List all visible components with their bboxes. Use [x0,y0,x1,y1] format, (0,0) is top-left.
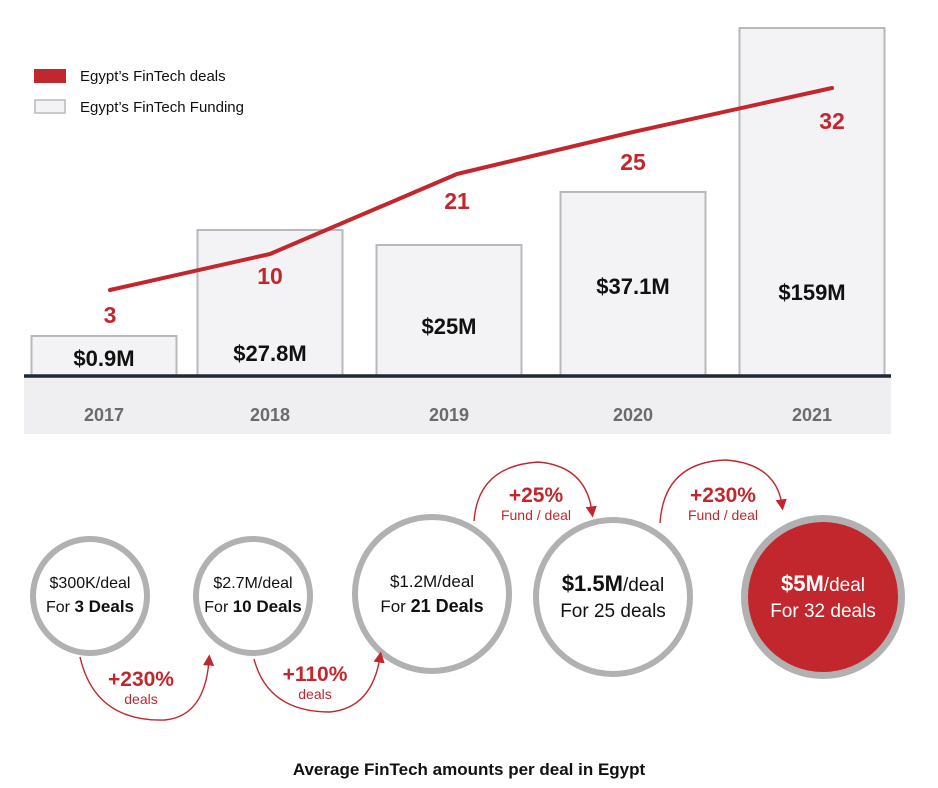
bubble-unit: /deal [437,571,475,591]
growth-annotation: +230% deals [81,668,201,708]
bubble-deals: 10 Deals [232,597,302,616]
bubble-deals: 25 deals [593,601,666,622]
avg-deal-bubble: $1.5M/deal For 25 deals [533,517,693,677]
bubble-unit: /deal [823,575,865,596]
growth-annotation: +230% Fund / deal [663,484,783,524]
bubble-deals: 3 Deals [74,597,134,616]
deals-value-label: 10 [257,263,283,289]
per-deal-title: Average FinTech amounts per deal in Egyp… [292,760,646,779]
year-tick-label: 2017 [84,405,124,425]
growth-annotation: +25% Fund / deal [476,484,596,524]
growth-label: deals [298,686,332,702]
deals-value-label: 21 [444,188,470,214]
year-tick-label: 2019 [429,405,469,425]
funding-bar [738,27,886,377]
growth-value: +25% [508,484,564,507]
bubble-deals-line: For 10 Deals [204,597,301,617]
growth-value: +230% [108,668,174,691]
bubble-amount: $5M [781,571,824,596]
bubble-amount: $1.2M [389,571,438,591]
bubble-deals: 21 Deals [410,595,484,616]
funding-bar [559,191,707,377]
deals-value-label: 3 [104,302,117,328]
bubble-amount-line: $2.7M/deal [213,575,292,593]
funding-value-label: $0.9M [73,346,134,371]
year-tick-label: 2018 [250,405,290,425]
bubble-amount: $1.5M [561,571,623,596]
bubble-unit: /deal [622,575,665,596]
funding-value-label: $27.8M [233,341,306,366]
avg-deal-bubble: $1.2M/deal For 21 Deals [352,514,512,674]
deals-value-label: 32 [819,108,845,134]
avg-deal-bubble: $300K/deal For 3 Deals [30,536,150,656]
bubble-deals-line: For 25 deals [560,601,666,623]
growth-value: +110% [282,663,348,686]
bubble-amount: $2.7M [213,575,258,592]
legend-label-funding: Egypt’s FinTech Funding [80,99,244,116]
bubble-deals-prefix: For [380,596,411,616]
growth-label: Fund / deal [500,507,572,523]
growth-label: deals [124,691,158,707]
year-tick-label: 2020 [613,405,653,425]
bubble-amount: $300K [49,575,96,592]
bubble-deals-line: For 32 deals [770,601,876,623]
funding-bar [30,335,178,377]
bubble-deals: 32 deals [803,601,876,622]
bubble-deals-prefix: For [770,601,804,622]
bubble-deals-prefix: For [46,599,75,616]
growth-label: Fund / deal [687,507,759,523]
deals-line [108,86,834,292]
funding-value-label: $25M [421,314,476,339]
avg-deal-bubble: $2.7M/deal For 10 Deals [193,536,313,656]
funding-bar [375,244,523,377]
avg-deal-bubble: $5M/deal For 32 deals [741,515,905,679]
bubble-deals-line: For 21 Deals [380,596,483,617]
bubble-amount-line: $5M/deal [781,571,865,597]
growth-annotation: +110% deals [255,663,375,703]
funding-value-label: $159M [778,280,845,305]
year-axis-band [24,376,891,434]
legend-label-deals: Egypt’s FinTech deals [80,68,226,85]
year-tick-label: 2021 [792,405,832,425]
bubble-amount-line: $1.2M/deal [390,572,474,592]
bubble-unit: /deal [257,575,293,592]
legend-swatch-funding [34,99,66,114]
legend-swatch-deals [34,69,66,83]
bubble-amount-line: $300K/deal [50,575,131,593]
funding-deals-chart: $0.9M $27.8M $25M $37.1M $159M 2017 2018 2019 20… [24,27,891,434]
bubble-deals-prefix: For [560,601,594,622]
bubble-deals-line: For 3 Deals [46,597,134,617]
growth-value: +230% [690,484,756,507]
bubble-amount-line: $1.5M/deal [562,571,664,597]
bubble-deals-prefix: For [204,599,233,616]
bubble-unit: /deal [95,575,131,592]
deals-value-label: 25 [620,149,646,175]
funding-value-label: $37.1M [596,274,669,299]
